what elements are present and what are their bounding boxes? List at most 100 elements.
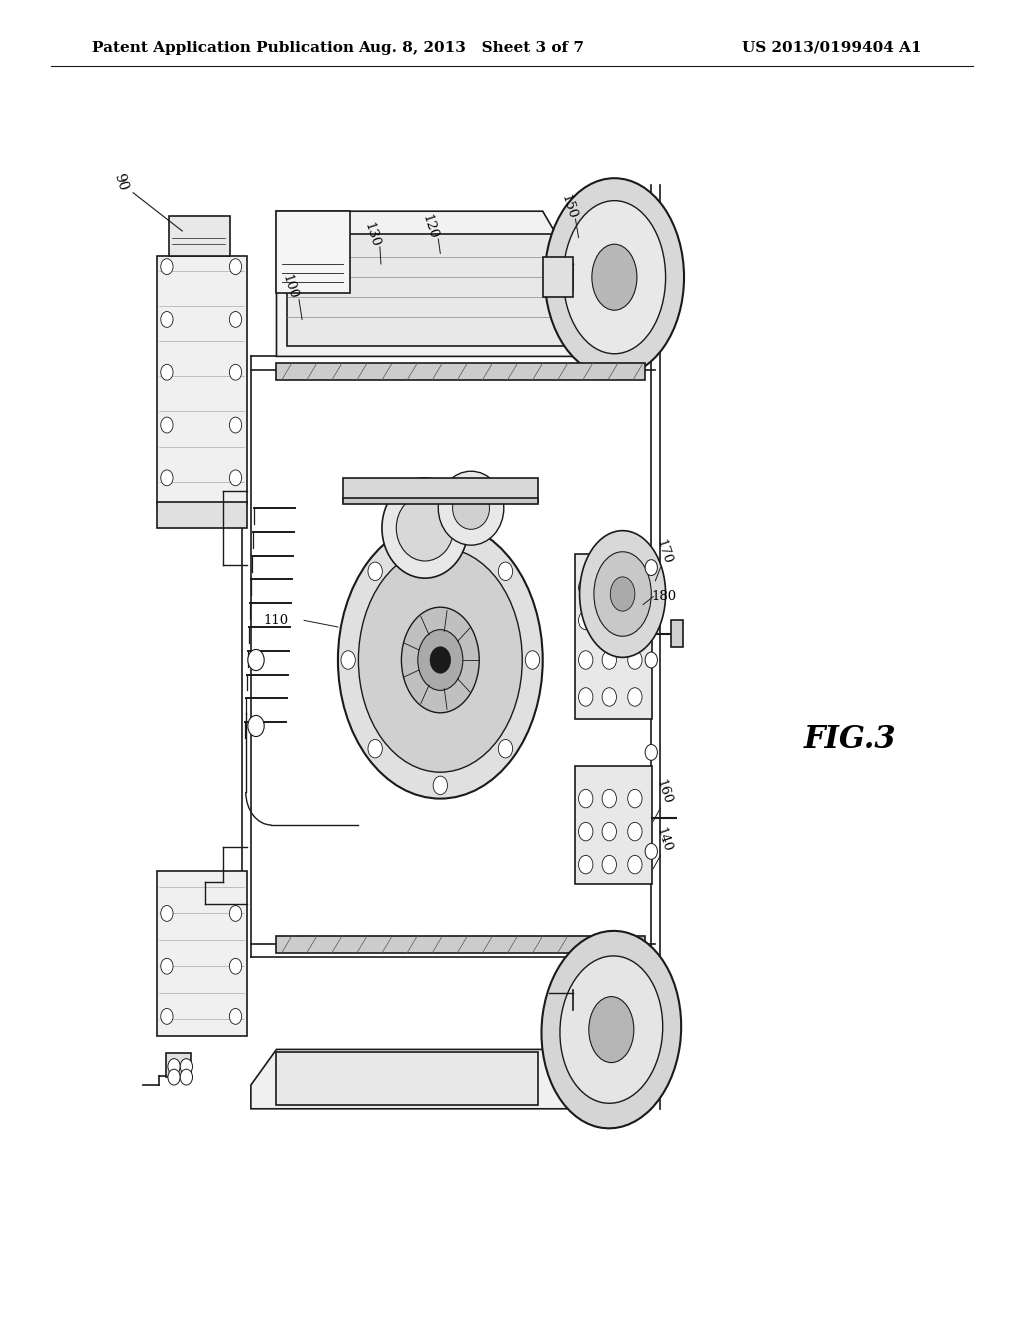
FancyBboxPatch shape [276, 1052, 538, 1105]
Circle shape [602, 789, 616, 808]
Circle shape [602, 855, 616, 874]
Ellipse shape [338, 521, 543, 799]
FancyBboxPatch shape [157, 871, 247, 1036]
Circle shape [602, 651, 616, 669]
FancyBboxPatch shape [166, 1053, 191, 1077]
Text: 130: 130 [361, 220, 382, 249]
FancyBboxPatch shape [276, 936, 645, 953]
Text: 140: 140 [653, 825, 674, 854]
Circle shape [433, 525, 447, 544]
Circle shape [645, 843, 657, 859]
FancyBboxPatch shape [276, 363, 645, 380]
Circle shape [229, 1008, 242, 1024]
Ellipse shape [542, 931, 681, 1129]
Circle shape [628, 688, 642, 706]
Circle shape [161, 259, 173, 275]
Circle shape [161, 906, 173, 921]
Ellipse shape [418, 630, 463, 690]
Circle shape [430, 647, 451, 673]
Circle shape [168, 1059, 180, 1074]
Ellipse shape [401, 607, 479, 713]
Circle shape [628, 789, 642, 808]
Circle shape [579, 611, 593, 630]
Circle shape [180, 1059, 193, 1074]
Text: 110: 110 [264, 614, 289, 627]
Circle shape [180, 1069, 193, 1085]
Circle shape [229, 958, 242, 974]
Text: 90: 90 [112, 172, 130, 193]
Circle shape [161, 1008, 173, 1024]
Ellipse shape [563, 201, 666, 354]
Circle shape [368, 562, 382, 581]
Ellipse shape [610, 577, 635, 611]
Ellipse shape [545, 178, 684, 376]
Circle shape [499, 562, 513, 581]
Ellipse shape [580, 531, 666, 657]
Circle shape [229, 470, 242, 486]
Circle shape [579, 789, 593, 808]
Circle shape [248, 715, 264, 737]
Polygon shape [276, 211, 589, 356]
Text: 150: 150 [558, 193, 579, 222]
Circle shape [579, 855, 593, 874]
Circle shape [602, 578, 616, 597]
Circle shape [229, 417, 242, 433]
Circle shape [645, 560, 657, 576]
Text: Patent Application Publication: Patent Application Publication [92, 41, 354, 54]
Circle shape [579, 651, 593, 669]
Text: 100: 100 [280, 272, 300, 301]
FancyBboxPatch shape [157, 502, 247, 528]
FancyBboxPatch shape [343, 478, 538, 502]
Text: 170: 170 [653, 537, 674, 566]
FancyBboxPatch shape [671, 620, 683, 647]
Circle shape [229, 906, 242, 921]
Circle shape [579, 822, 593, 841]
Circle shape [579, 688, 593, 706]
Circle shape [248, 649, 264, 671]
Ellipse shape [594, 552, 651, 636]
FancyBboxPatch shape [157, 256, 247, 504]
FancyBboxPatch shape [343, 498, 538, 504]
Polygon shape [251, 1049, 594, 1109]
Ellipse shape [592, 244, 637, 310]
Circle shape [602, 688, 616, 706]
Circle shape [579, 578, 593, 597]
FancyBboxPatch shape [169, 216, 230, 256]
Text: 160: 160 [653, 777, 674, 807]
FancyBboxPatch shape [575, 554, 652, 719]
FancyBboxPatch shape [575, 766, 652, 884]
Text: 120: 120 [420, 213, 440, 242]
Ellipse shape [560, 956, 663, 1104]
FancyBboxPatch shape [543, 257, 573, 297]
Circle shape [229, 259, 242, 275]
Circle shape [628, 822, 642, 841]
Circle shape [161, 312, 173, 327]
Ellipse shape [396, 495, 454, 561]
Circle shape [161, 364, 173, 380]
Circle shape [433, 776, 447, 795]
Circle shape [602, 611, 616, 630]
Circle shape [628, 578, 642, 597]
Text: 180: 180 [651, 590, 676, 603]
Circle shape [628, 651, 642, 669]
Circle shape [499, 739, 513, 758]
Circle shape [368, 739, 382, 758]
Text: FIG.3: FIG.3 [804, 723, 896, 755]
Circle shape [168, 1069, 180, 1085]
FancyBboxPatch shape [276, 211, 350, 293]
Ellipse shape [589, 997, 634, 1063]
Circle shape [229, 312, 242, 327]
Circle shape [341, 651, 355, 669]
Circle shape [645, 652, 657, 668]
Text: US 2013/0199404 A1: US 2013/0199404 A1 [742, 41, 922, 54]
FancyBboxPatch shape [287, 234, 573, 346]
Ellipse shape [453, 487, 489, 529]
Circle shape [229, 364, 242, 380]
Circle shape [628, 855, 642, 874]
Text: Aug. 8, 2013   Sheet 3 of 7: Aug. 8, 2013 Sheet 3 of 7 [358, 41, 584, 54]
Ellipse shape [438, 471, 504, 545]
Circle shape [645, 744, 657, 760]
Circle shape [161, 417, 173, 433]
Circle shape [161, 470, 173, 486]
Circle shape [161, 958, 173, 974]
